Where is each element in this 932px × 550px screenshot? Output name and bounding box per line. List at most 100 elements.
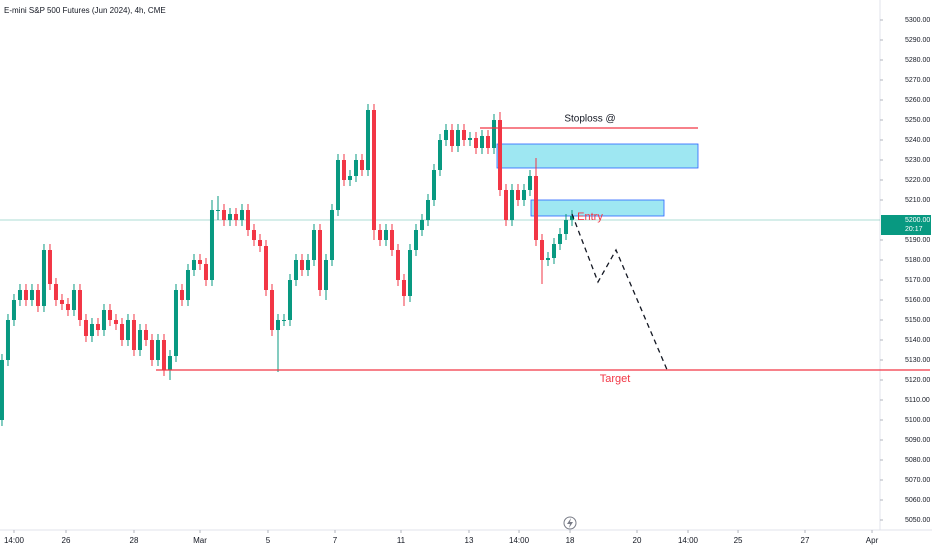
candle-body [534,176,539,240]
candle-body [203,264,208,280]
candle-body [492,120,497,148]
y-tick-label: 5230.00 [905,157,930,164]
y-tick-label: 5220.00 [905,177,930,184]
candle-body [311,230,316,260]
candle-body [504,190,509,220]
y-tick-label: 5170.00 [905,277,930,284]
candle-body [371,110,376,230]
replay-icon[interactable] [563,516,577,530]
candle-body [29,290,34,300]
candle-body [275,320,280,330]
countdown-label: 20:17 [905,226,923,233]
candle-body [444,130,449,140]
candle-body [23,290,28,300]
chart-title: E-mini S&P 500 Futures (Jun 2024), 4h, C… [4,6,166,15]
candle-body [299,260,304,270]
candle-body [474,138,479,148]
candle-body [131,320,136,350]
candle-body [5,320,10,360]
candle-body [498,120,503,190]
candle-body [209,210,214,280]
candle-body [47,250,52,284]
candle-body [53,284,58,300]
candle-body [113,320,118,324]
last-price-label: 5200.00 [905,217,930,224]
candle-body [365,110,370,170]
x-tick-label: 26 [62,536,71,545]
target-label: Target [600,373,631,385]
candle-body [179,290,184,300]
candle-body [119,324,124,340]
x-tick-label: 11 [397,536,406,545]
candle-body [317,230,322,290]
y-tick-label: 5270.00 [905,77,930,84]
entry-zone [530,199,665,217]
candle-body [173,290,178,356]
x-tick-label: 14:00 [678,536,699,545]
candle-body [167,356,172,370]
candle-body [450,130,455,146]
candle-body [516,190,521,200]
candle-body [227,214,232,220]
candle-body [137,330,142,350]
candle-body [155,340,160,360]
candle-body [245,210,250,230]
x-tick-label: 28 [130,536,139,545]
candle-body [215,210,220,211]
candle-body [185,270,190,300]
candle-body [395,250,400,280]
y-tick-label: 5100.00 [905,417,930,424]
candle-body [425,200,430,220]
candle-body [377,230,382,240]
candle-body [558,234,563,244]
candle-body [480,136,485,148]
y-tick-label: 5110.00 [905,397,930,404]
candle-body [83,320,88,336]
candle-body [462,130,467,140]
y-tick-label: 5120.00 [905,377,930,384]
candle-body [263,246,268,290]
candle-body [293,260,298,280]
y-tick-label: 5070.00 [905,477,930,484]
x-tick-label: 7 [333,536,338,545]
candle-body [17,290,22,300]
x-tick-label: Mar [193,536,207,545]
candle-body [528,176,533,190]
candle-body [107,310,112,320]
candle-body [41,250,46,306]
candle-body [65,304,70,310]
y-tick-label: 5180.00 [905,257,930,264]
y-tick-label: 5140.00 [905,337,930,344]
candle-body [0,360,4,420]
candle-body [468,138,473,140]
y-tick-label: 5050.00 [905,517,930,524]
y-tick-label: 5060.00 [905,497,930,504]
candle-body [401,280,406,296]
candle-body [359,160,364,170]
x-tick-label: 5 [266,536,271,545]
candle-body [143,330,148,340]
candle-body [389,230,394,250]
last-price-box [881,215,931,235]
candle-body [233,214,238,220]
x-tick-label: 20 [633,536,642,545]
y-tick-label: 5240.00 [905,137,930,144]
candle-body [353,160,358,176]
stoploss-label: Stoploss @ [564,114,615,125]
x-tick-label: 18 [566,536,575,545]
candle-body [89,324,94,336]
candle-body [221,210,226,220]
x-tick-label: 14:00 [4,536,25,545]
candle-body [95,324,100,330]
candle-body [510,190,515,220]
candle-body [269,290,274,330]
candle-body [197,260,202,264]
candle-body [419,220,424,230]
candle-body [257,240,262,246]
candle-body [413,230,418,250]
candle-body [305,260,310,270]
candle-body [149,340,154,360]
y-tick-label: 5210.00 [905,197,930,204]
candle-body [522,190,527,200]
y-tick-label: 5190.00 [905,237,930,244]
